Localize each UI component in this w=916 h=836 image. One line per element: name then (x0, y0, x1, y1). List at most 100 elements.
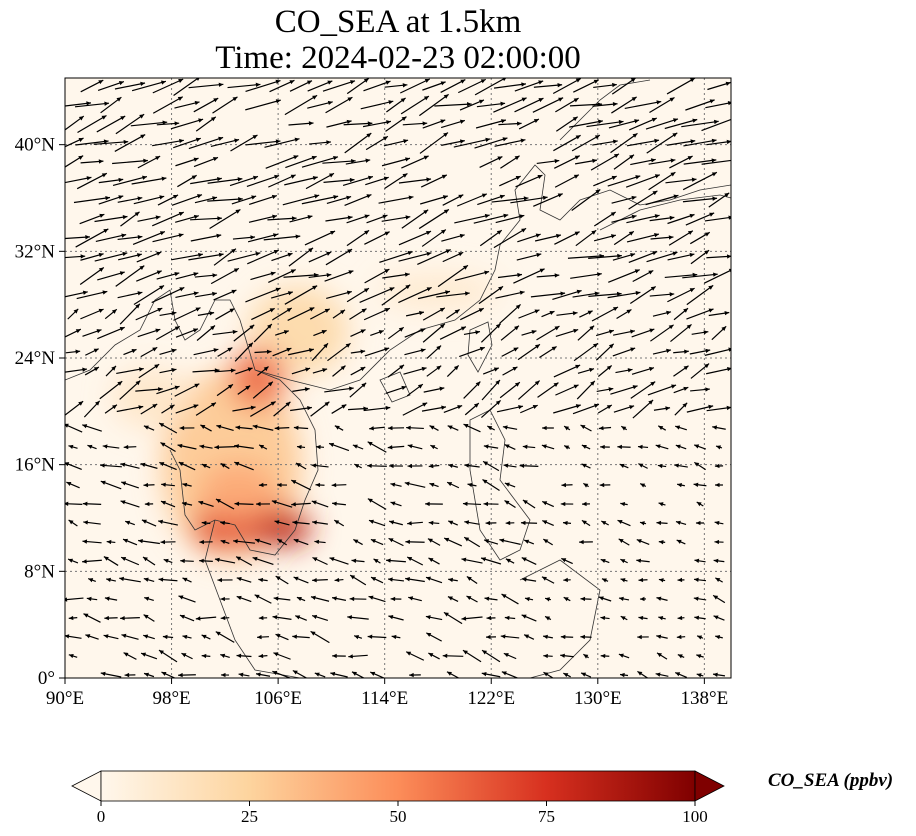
wind-arrow (137, 215, 161, 222)
wind-arrow (446, 671, 460, 678)
wind-arrow (112, 158, 148, 165)
wind-arrow (454, 270, 490, 282)
wind-arrow (68, 444, 78, 450)
wind-arrow (140, 403, 158, 415)
wind-arrow (598, 425, 612, 431)
wind-arrow (332, 501, 346, 506)
wind-arrow (365, 176, 389, 186)
wind-arrow (521, 577, 537, 582)
wind-arrow (495, 290, 525, 299)
wind-arrow (120, 211, 140, 227)
wind-arrow (326, 290, 352, 300)
wind-arrow (708, 192, 730, 208)
wind-arrow (252, 556, 274, 566)
wind-arrow (474, 78, 507, 96)
wind-arrow (258, 615, 268, 621)
wind-arrow (613, 154, 635, 170)
wind-arrow (178, 595, 196, 603)
wind-arrow (136, 251, 162, 263)
wind-arrow (474, 137, 508, 149)
wind-arrow (705, 101, 731, 109)
wind-arrow (571, 134, 601, 152)
wind-arrow (76, 172, 108, 190)
wind-arrow (593, 82, 617, 89)
wind-arrow (289, 215, 313, 223)
wind-arrow (351, 558, 365, 563)
wind-arrow (674, 671, 688, 678)
wind-arrow (175, 157, 199, 167)
lat-tick-label: 16°N (15, 455, 56, 476)
coastline-segment (519, 559, 601, 678)
wind-arrow (427, 538, 441, 546)
wind-arrow (462, 501, 482, 506)
wind-arrow (440, 79, 466, 93)
wind-arrow (112, 175, 148, 187)
wind-arrow (638, 463, 648, 469)
wind-arrow (67, 308, 79, 320)
wind-arrow (312, 520, 328, 525)
wind-arrow (536, 273, 560, 278)
wind-arrow (389, 463, 403, 469)
wind-arrow (179, 425, 195, 431)
wind-arrow (332, 365, 346, 377)
wind-arrow (388, 615, 404, 621)
wind-arrow (65, 597, 84, 602)
wind-arrow (713, 615, 725, 621)
wind-arrow (610, 385, 638, 395)
wind-arrow (572, 291, 600, 298)
wind-arrow (516, 252, 542, 261)
wind-arrow (143, 672, 155, 678)
wind-arrow (582, 501, 590, 507)
wind-arrow (160, 442, 176, 452)
wind-arrow (173, 307, 201, 321)
wind-arrow (667, 252, 695, 261)
wind-arrow (426, 365, 442, 377)
wind-arrow (152, 233, 184, 243)
wind-vectors (65, 78, 731, 678)
wind-arrow (325, 96, 353, 114)
wind-arrow (403, 366, 427, 375)
wind-arrow (124, 672, 136, 678)
wind-arrow (419, 93, 449, 117)
wind-arrow (255, 672, 271, 677)
wind-arrow (467, 482, 477, 488)
wind-arrow (655, 672, 669, 677)
wind-arrow (483, 444, 499, 449)
wind-arrow (349, 308, 367, 320)
wind-arrow (250, 271, 276, 281)
wind-arrow (715, 635, 723, 640)
wind-arrow (106, 577, 116, 583)
wind-arrow (292, 520, 310, 525)
wind-arrow (573, 79, 599, 93)
wind-arrow (265, 155, 299, 169)
wind-arrow (268, 174, 296, 188)
wind-arrow (161, 671, 175, 678)
wind-arrow (138, 363, 160, 379)
wind-arrow (238, 672, 250, 677)
wind-arrow (563, 577, 571, 583)
wind-arrow (405, 539, 425, 545)
wind-arrow (677, 615, 685, 621)
wind-arrow (652, 310, 672, 317)
wind-arrow (182, 577, 192, 583)
wind-arrow (573, 342, 599, 362)
wind-arrow (333, 519, 345, 527)
wind-arrow (581, 519, 591, 527)
wind-arrow (515, 174, 543, 188)
wind-arrow (563, 445, 571, 450)
wind-arrow (611, 78, 637, 95)
wind-arrow (715, 445, 723, 450)
wind-arrow (437, 264, 469, 288)
wind-arrow (367, 634, 387, 639)
wind-arrow (463, 536, 481, 548)
lon-tick-label: 90°E (46, 688, 84, 709)
wind-arrow (533, 83, 563, 88)
wind-arrow (613, 405, 635, 413)
wind-arrow (409, 672, 421, 678)
wind-arrow (307, 100, 333, 109)
wind-arrow (637, 444, 649, 450)
wind-arrow (523, 634, 535, 640)
wind-arrow (330, 671, 348, 678)
wind-arrow (256, 501, 270, 507)
coastlines (65, 79, 731, 678)
